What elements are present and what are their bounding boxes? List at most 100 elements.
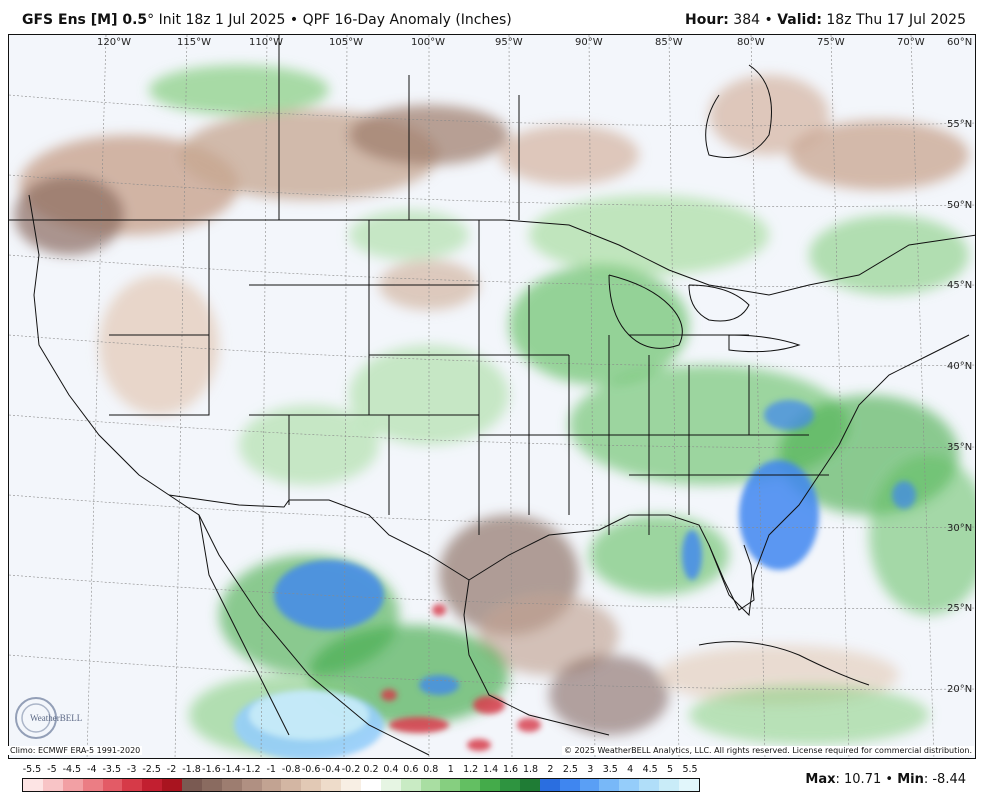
legend-label: 0.8 [423,764,439,775]
legend-label: -5 [47,764,57,775]
hour-label: Hour: [685,12,729,28]
degree-mark: ° [147,12,155,28]
legend-swatch [142,779,163,791]
legend-label: -5.5 [22,764,42,775]
legend-swatch [82,779,103,791]
valid-separator: • [764,12,773,28]
min-value: -8.44 [932,772,966,787]
lat-label: 20°N [947,684,972,695]
lat-label: 50°N [947,200,972,211]
lon-label: 80°W [737,37,765,48]
legend-label: 2 [547,764,554,775]
legend-label: -1.6 [202,764,221,775]
lat-label-top: 60°N [947,37,972,48]
legend-swatch [559,779,580,791]
legend-label: 0.6 [403,764,419,775]
product-name: QPF 16-Day Anomaly (Inches) [302,12,512,28]
legend-swatch [281,779,302,791]
valid-time: Hour: 384 • Valid: 18z Thu 17 Jul 2025 [685,12,966,28]
stats-separator: • [885,772,894,787]
anomaly-shading [14,65,975,755]
boundaries [9,35,975,756]
legend-label: -2 [166,764,177,775]
legend-swatch [261,779,282,791]
valid-label: Valid: [777,12,822,28]
lat-label: 55°N [947,119,972,130]
header: GFS Ens [M] 0.5° Init 18z 1 Jul 2025 • Q… [0,0,984,34]
legend-label: 5 [667,764,674,775]
legend-label: -0.2 [341,764,361,775]
legend-swatch [221,779,242,791]
legend-swatch [500,779,520,791]
anomaly-map: 120°W 115°W 110°W 105°W 100°W 95°W 90°W … [8,34,976,759]
legend-swatch [102,779,123,791]
legend-label: 5.5 [682,764,698,775]
max-label: Max [805,772,836,787]
legend-label: 0.4 [383,764,399,775]
lat-label: 35°N [947,442,972,453]
climo-note: Climo: ECMWF ERA-5 1991-2020 [8,746,143,755]
legend-swatch [519,779,540,791]
hour-value: 384 [733,12,761,28]
legend-swatch [619,779,640,791]
legend-labels: -5.5 -5 -4.5 -4 -3.5 -3 -2.5 -2 -1.8 -1.6 -1.4 -1.2… [22,764,700,778]
legend-swatch [201,779,222,791]
lat-label: 25°N [947,603,972,614]
model-name: GFS Ens [M] 0.5 [22,12,148,28]
title-separator: • [289,12,299,28]
lat-label: 40°N [947,361,972,372]
lat-label: 30°N [947,523,972,534]
legend-swatch [301,779,322,791]
legend-swatch [678,779,699,791]
legend-swatch [460,779,481,791]
latitude-labels: 55°N 50°N 45°N 40°N 35°N 30°N 25°N 20°N [947,119,972,695]
weatherbell-logo: WeatherBELL [14,696,94,740]
legend-label: -1.2 [242,764,261,775]
legend-swatch [480,779,500,791]
legend-label: -0.6 [301,764,321,775]
map-title: GFS Ens [M] 0.5° Init 18z 1 Jul 2025 • Q… [22,12,512,28]
legend-label: -4.5 [62,764,82,775]
legend-label: -1.8 [182,764,201,775]
legend-label: 3.5 [602,764,618,775]
legend-label: 1.4 [483,764,499,775]
lon-label: 105°W [329,37,363,48]
legend-swatch [23,779,43,791]
legend-swatch [321,779,341,791]
legend-swatch [400,779,421,791]
map-canvas: 120°W 115°W 110°W 105°W 100°W 95°W 90°W … [9,35,975,758]
legend-swatch [182,779,202,791]
lon-label: 85°W [655,37,683,48]
legend-swatch [42,779,63,791]
legend-label: -3.5 [102,764,122,775]
legend-label: -4 [87,764,97,775]
legend-swatch [122,779,143,791]
legend-label: -0.4 [321,764,341,775]
color-legend: -5.5 -5 -4.5 -4 -3.5 -3 -2.5 -2 -1.8 -1.6 -1.4 -1.2… [22,764,700,804]
valid-value: 18z Thu 17 Jul 2025 [826,12,966,28]
lon-label: 90°W [575,37,603,48]
legend-label: -3 [126,764,137,775]
legend-swatch [539,779,560,791]
legend-swatch [241,779,262,791]
legend-swatch [659,779,679,791]
legend-swatch [360,779,381,791]
legend-label: 1.8 [522,764,539,775]
copyright-note: © 2025 WeatherBELL Analytics, LLC. All r… [562,746,974,755]
max-value: 10.71 [844,772,882,787]
init-time: Init 18z 1 Jul 2025 [158,12,286,28]
legend-bar [22,778,700,792]
legend-swatch [639,779,659,791]
legend-swatch [162,779,182,791]
legend-label: 0.2 [363,764,379,775]
legend-label: -1 [266,764,276,775]
legend-label: 4 [627,764,634,775]
legend-label: 3 [587,764,594,775]
max-min-stats: Max: 10.71 • Min: -8.44 [805,772,966,787]
longitude-labels: 120°W 115°W 110°W 105°W 100°W 95°W 90°W … [97,37,972,48]
logo-text: WeatherBELL [30,713,82,723]
graticule [9,35,975,758]
legend-swatch [341,779,361,791]
lon-label: 75°W [817,37,845,48]
lon-label: 115°W [177,37,211,48]
